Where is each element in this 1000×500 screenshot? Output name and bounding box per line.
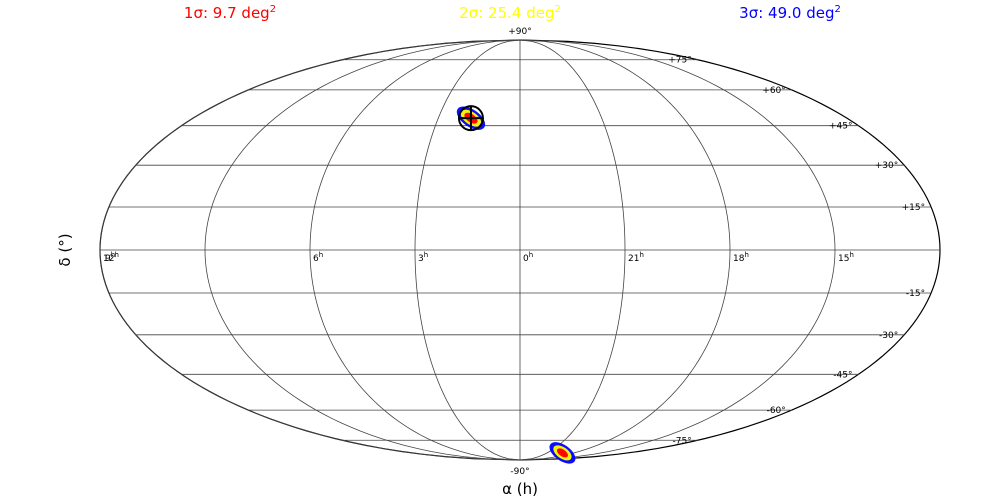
sky-map: +75° +60° +45° +30° +15° -15° -30° -45° -60° -75°… <box>0 0 1000 500</box>
sigma-label: 2σ: 25.4 deg2 <box>459 4 561 22</box>
pole-label: +90° <box>508 27 532 37</box>
pole-label: -90° <box>510 467 529 477</box>
x-axis-label: α (h) <box>502 480 538 498</box>
lat-tick-label: +45° <box>829 122 853 132</box>
crosshair-icon <box>459 106 483 130</box>
sigma-label: 1σ: 9.7 deg2 <box>184 4 276 22</box>
lat-tick-label: -60° <box>767 406 786 416</box>
sigma-label: 3σ: 49.0 deg2 <box>739 4 841 22</box>
lat-tick-label: -30° <box>879 331 898 341</box>
ra-tick-label: 21h <box>628 251 644 264</box>
lat-tick-label: +60° <box>762 86 786 96</box>
lat-tick-label: +75° <box>668 56 692 66</box>
lat-tick-label: +30° <box>875 161 899 171</box>
y-axis-label: δ (°) <box>56 233 74 266</box>
lat-tick-label: -15° <box>906 289 925 299</box>
lat-tick-label: +15° <box>902 203 926 213</box>
ra-tick-label: 3h <box>418 251 428 264</box>
ra-tick-label: 18h <box>733 251 749 264</box>
lat-tick-label: -75° <box>673 436 692 446</box>
ra-tick-label: 6h <box>313 251 323 264</box>
lat-tick-label: -45° <box>833 370 852 380</box>
ra-tick-label: 0h <box>523 251 533 264</box>
ra-tick-label: 15h <box>838 251 854 264</box>
